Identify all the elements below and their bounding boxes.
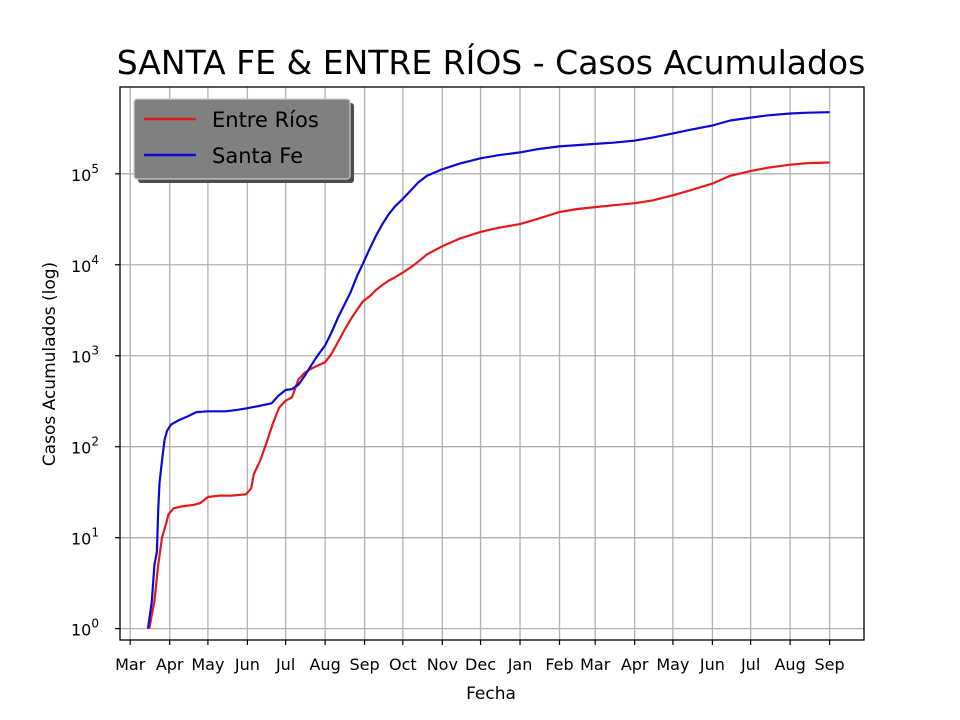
y-tick-label: 100 bbox=[71, 617, 99, 640]
series-line-entre-rios bbox=[148, 161, 830, 629]
y-tick-label: 105 bbox=[71, 162, 99, 185]
x-tick-label: Mar bbox=[115, 655, 146, 674]
legend-label-santa-fe: Santa Fe bbox=[212, 144, 303, 168]
x-tick-label: Nov bbox=[427, 655, 458, 674]
x-tick-label: Sep bbox=[815, 655, 845, 674]
x-tick-label: Jul bbox=[740, 655, 760, 674]
x-axis: Mar Apr May Jun Jul Aug Sep Oct Nov Dec Jan Feb Mar A… bbox=[115, 640, 845, 674]
chart-title: SANTA FE & ENTRE RÍOS - Casos Acumulados bbox=[117, 42, 866, 82]
x-tick-label: Oct bbox=[389, 655, 417, 674]
plot-frame bbox=[119, 86, 865, 641]
x-tick-label: Jul bbox=[275, 655, 295, 674]
x-tick-label: Dec bbox=[465, 655, 496, 674]
x-tick-label: Aug bbox=[774, 655, 805, 674]
x-tick-label: May bbox=[656, 655, 689, 674]
x-tick-label: Mar bbox=[580, 655, 611, 674]
y-tick-label: 103 bbox=[71, 344, 99, 367]
series-line-santa-fe bbox=[146, 111, 830, 629]
y-axis: 100 101 102 103 104 105 bbox=[71, 162, 120, 640]
x-tick-label: Jun bbox=[234, 655, 260, 674]
x-tick-label: Apr bbox=[621, 655, 649, 674]
y-tick-label: 102 bbox=[71, 435, 99, 458]
legend: Entre Ríos Santa Fe bbox=[133, 98, 354, 183]
y-tick-label: 104 bbox=[71, 253, 99, 276]
x-tick-label: Feb bbox=[545, 655, 573, 674]
x-tick-label: Jan bbox=[507, 655, 533, 674]
series-lines bbox=[146, 111, 830, 629]
x-tick-label: Apr bbox=[156, 655, 184, 674]
y-tick-label: 101 bbox=[71, 526, 99, 549]
legend-label-entre-rios: Entre Ríos bbox=[212, 108, 319, 132]
x-tick-label: Aug bbox=[309, 655, 340, 674]
x-tick-label: Jun bbox=[699, 655, 725, 674]
x-tick-label: Sep bbox=[350, 655, 380, 674]
x-tick-label: May bbox=[191, 655, 224, 674]
x-axis-label: Fecha bbox=[466, 684, 516, 704]
y-axis-label: Casos Acumulados (log) bbox=[40, 262, 60, 466]
